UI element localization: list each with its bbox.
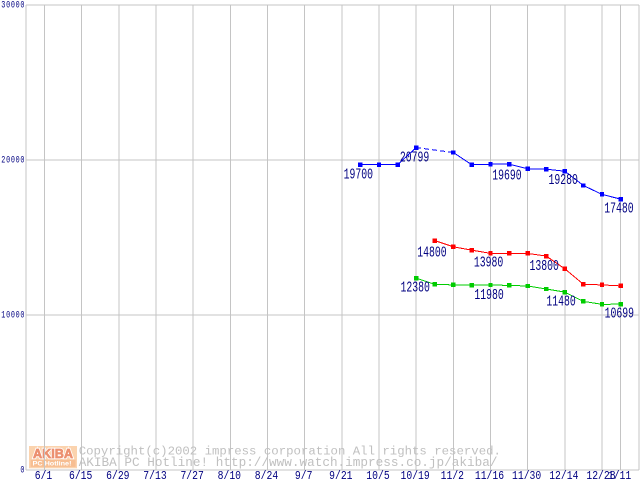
svg-text:19280: 19280 — [549, 172, 578, 188]
svg-text:AKIBA: AKIBA — [33, 446, 74, 461]
svg-text:19690: 19690 — [492, 168, 521, 184]
svg-text:9/21: 9/21 — [329, 470, 352, 480]
svg-text:12380: 12380 — [401, 280, 430, 296]
svg-text:10699: 10699 — [605, 306, 634, 322]
svg-text:11480: 11480 — [546, 294, 575, 310]
svg-text:8/10: 8/10 — [218, 470, 241, 480]
svg-text:11/30: 11/30 — [512, 470, 541, 480]
svg-text:AKIBA PC Hotline! http://www.: AKIBA PC Hotline! http://www.watch.impre… — [79, 455, 498, 470]
svg-text:8/24: 8/24 — [255, 470, 278, 480]
svg-text:10/19: 10/19 — [401, 470, 430, 480]
svg-text:12/28: 12/28 — [586, 470, 615, 480]
svg-text:10000: 10000 — [1, 309, 25, 321]
svg-text:30000: 30000 — [1, 0, 25, 11]
svg-text:19700: 19700 — [344, 167, 373, 183]
svg-text:0: 0 — [20, 464, 25, 476]
svg-text:12/14: 12/14 — [549, 470, 578, 480]
svg-text:13800: 13800 — [530, 258, 559, 274]
svg-text:Copyright(c)2002 impress corpo: Copyright(c)2002 impress corporation All… — [79, 445, 501, 459]
svg-text:6/15: 6/15 — [69, 470, 92, 480]
svg-text:11/16: 11/16 — [475, 470, 504, 480]
svg-text:9/7: 9/7 — [295, 470, 313, 480]
svg-text:10/5: 10/5 — [366, 470, 389, 480]
svg-text:11980: 11980 — [474, 287, 503, 303]
svg-text:1/11: 1/11 — [608, 470, 631, 480]
svg-text:17480: 17480 — [604, 201, 633, 217]
svg-text:PC Hotline!: PC Hotline! — [33, 461, 72, 468]
svg-text:7/27: 7/27 — [180, 470, 203, 480]
svg-text:6/1: 6/1 — [35, 470, 53, 480]
svg-text:13980: 13980 — [474, 255, 503, 271]
svg-text:20799: 20799 — [400, 150, 429, 166]
svg-text:14800: 14800 — [417, 245, 446, 261]
svg-text:AKIBA: AKIBA — [33, 446, 74, 461]
svg-text:20000: 20000 — [1, 154, 25, 166]
svg-text:7/13: 7/13 — [143, 470, 166, 480]
svg-text:11/2: 11/2 — [441, 470, 464, 480]
svg-text:6/29: 6/29 — [106, 470, 129, 480]
